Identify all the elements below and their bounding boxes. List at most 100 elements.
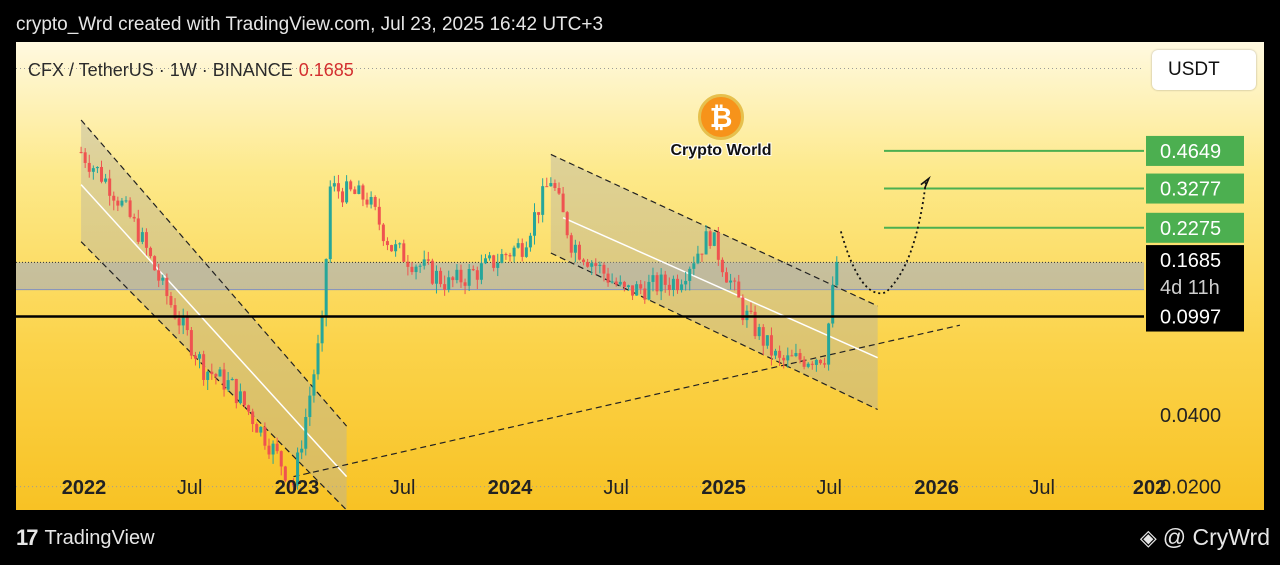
candle-body	[349, 181, 353, 190]
candle-body	[610, 281, 614, 283]
candle-body	[226, 380, 230, 390]
candle-body	[398, 243, 402, 245]
candle-body	[214, 374, 218, 377]
candle-body	[598, 264, 602, 266]
candle-body	[161, 277, 165, 281]
candle-body	[136, 218, 140, 242]
candle-body	[639, 284, 643, 289]
x-tick-label: 2023	[275, 477, 320, 499]
candle-body	[406, 261, 410, 267]
candle-body	[287, 480, 291, 482]
x-tick-label: Jul	[177, 477, 203, 499]
candle-body	[741, 297, 745, 321]
author-handle: @ CryWrd	[1162, 524, 1270, 550]
candle-body	[712, 232, 716, 246]
candle-body	[483, 258, 487, 264]
candle-body	[733, 280, 737, 282]
candle-body	[377, 206, 381, 225]
candle-body	[116, 200, 120, 206]
logo-text: Crypto World	[670, 142, 772, 159]
candle-body	[193, 355, 197, 359]
channel-2022-fill	[81, 119, 347, 510]
candle-body	[169, 296, 173, 306]
candle-body	[124, 200, 128, 202]
candle-body	[394, 244, 398, 252]
candle-body	[675, 278, 679, 291]
candle-body	[467, 269, 471, 286]
candle-body	[353, 189, 357, 194]
candle-body	[626, 285, 630, 287]
candle-body	[275, 443, 279, 452]
candle-body	[300, 448, 304, 453]
candle-body	[475, 270, 479, 280]
candle-body	[790, 355, 794, 357]
candle-body	[296, 452, 300, 486]
candle-body	[157, 270, 161, 281]
candle-body	[720, 259, 724, 273]
candle-body	[688, 268, 692, 281]
candle-body	[512, 247, 516, 257]
candle-body	[647, 281, 651, 300]
candle-body	[181, 317, 185, 326]
bitcoin-icon: ₿	[698, 94, 744, 140]
candle-body	[189, 330, 193, 356]
candle-body	[345, 181, 349, 203]
candle-body	[831, 285, 835, 324]
candle-body	[602, 264, 606, 274]
price-chart[interactable]: 1.00000.04000.02002022Jul2023Jul2024Jul2…	[16, 42, 1264, 510]
candle-body	[373, 196, 377, 207]
candle-body	[242, 391, 246, 406]
currency-button[interactable]: USDT	[1152, 50, 1256, 90]
tradingview-footer[interactable]: 17 TradingView	[16, 525, 155, 551]
candle-body	[385, 241, 389, 246]
candle-body	[361, 185, 365, 200]
candle-body	[328, 186, 332, 260]
channel-2024-upper	[550, 153, 878, 307]
candle-body	[279, 451, 283, 467]
candle-body	[557, 188, 561, 194]
candle-body	[434, 270, 438, 284]
candle-body	[369, 196, 373, 205]
candle-body	[655, 275, 659, 292]
candle-body	[561, 193, 565, 213]
candle-body	[120, 200, 124, 206]
candle-body	[516, 243, 520, 248]
chart-panel[interactable]: 1.00000.04000.02002022Jul2023Jul2024Jul2…	[16, 42, 1264, 510]
candle-body	[185, 317, 189, 331]
candle-body	[255, 424, 259, 433]
crypto-world-logo: ₿ Crypto World	[666, 94, 776, 166]
candle-body	[451, 277, 455, 281]
candle-body	[573, 244, 577, 253]
candle-body	[238, 391, 242, 404]
candle-body	[336, 183, 340, 192]
candle-body	[365, 199, 369, 205]
candle-body	[91, 168, 95, 172]
candle-body	[426, 259, 430, 261]
candle-body	[663, 274, 667, 285]
price-badge	[1146, 173, 1244, 204]
x-tick-label: Jul	[603, 477, 629, 499]
candle-body	[798, 353, 802, 360]
candle-body	[332, 183, 336, 187]
candle-body	[230, 378, 234, 381]
candle-body	[218, 369, 222, 377]
candle-body	[165, 277, 169, 297]
candle-body	[177, 318, 181, 326]
candle-body	[430, 260, 434, 284]
candle-body	[586, 262, 590, 267]
candle-body	[471, 269, 475, 271]
candle-body	[696, 253, 700, 264]
candle-body	[541, 186, 545, 215]
candle-body	[140, 232, 144, 242]
candle-body	[737, 281, 741, 298]
candle-body	[818, 359, 822, 364]
candle-body	[304, 417, 308, 449]
candle-body	[778, 350, 782, 358]
candle-body	[83, 152, 87, 163]
candle-body	[667, 284, 671, 290]
candle-body	[565, 212, 569, 236]
x-tick-label: 202	[1133, 477, 1166, 499]
candle-body	[443, 284, 447, 290]
price-badge-label: 0.4649	[1160, 141, 1221, 163]
candle-body	[463, 282, 467, 286]
